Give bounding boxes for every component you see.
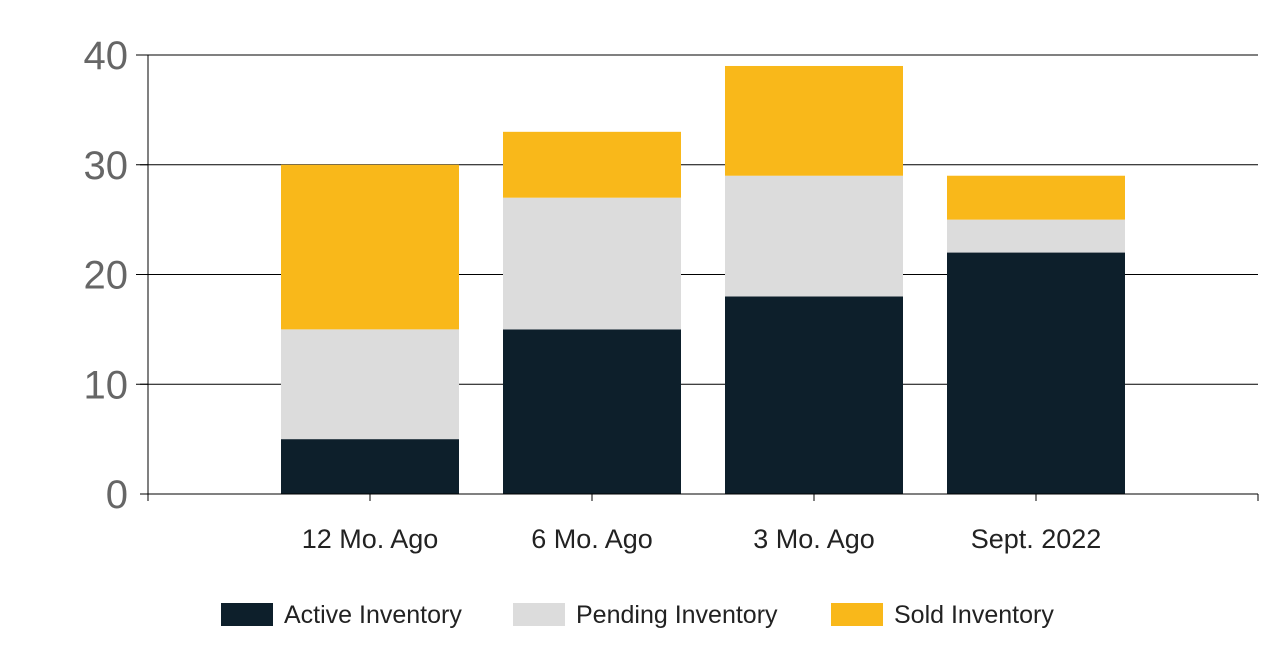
legend-swatch [221, 603, 273, 626]
bar-active-inventory [281, 439, 459, 494]
bar-pending-inventory [503, 197, 681, 330]
legend-swatch [831, 603, 883, 626]
legend: Active Inventory Pending Inventory Sold In… [221, 601, 1054, 629]
bar-sold-inventory [947, 175, 1125, 220]
bar-pending-inventory [281, 329, 459, 440]
x-tick-label: 6 Mo. Ago [531, 524, 653, 554]
bar-sold-inventory [503, 131, 681, 198]
bar-pending-inventory [947, 219, 1125, 253]
legend-label: Pending Inventory [576, 601, 778, 629]
legend-label: Sold Inventory [894, 601, 1054, 629]
bar-active-inventory [725, 296, 903, 494]
x-tick-label: Sept. 2022 [971, 524, 1102, 554]
bar-series [281, 65, 1125, 494]
legend-swatch [513, 603, 565, 626]
y-tick-label: 0 [106, 473, 128, 517]
x-tick-label: 12 Mo. Ago [302, 524, 439, 554]
x-tick-labels: 12 Mo. Ago 6 Mo. Ago 3 Mo. Ago Sept. 2022 [302, 524, 1102, 554]
bar-pending-inventory [725, 175, 903, 297]
bar-active-inventory [947, 252, 1125, 494]
y-tick-label: 20 [84, 254, 129, 298]
bar-active-inventory [503, 329, 681, 494]
y-tick-label: 40 [84, 34, 129, 78]
legend-label: Active Inventory [284, 601, 462, 629]
y-tick-label: 10 [84, 363, 129, 407]
x-tick-label: 3 Mo. Ago [753, 524, 875, 554]
bar-sold-inventory [281, 164, 459, 330]
y-tick-label: 30 [84, 144, 129, 188]
axes [140, 54, 1259, 501]
y-tick-labels: 0 10 20 30 40 [84, 34, 129, 517]
bar-sold-inventory [725, 65, 903, 176]
